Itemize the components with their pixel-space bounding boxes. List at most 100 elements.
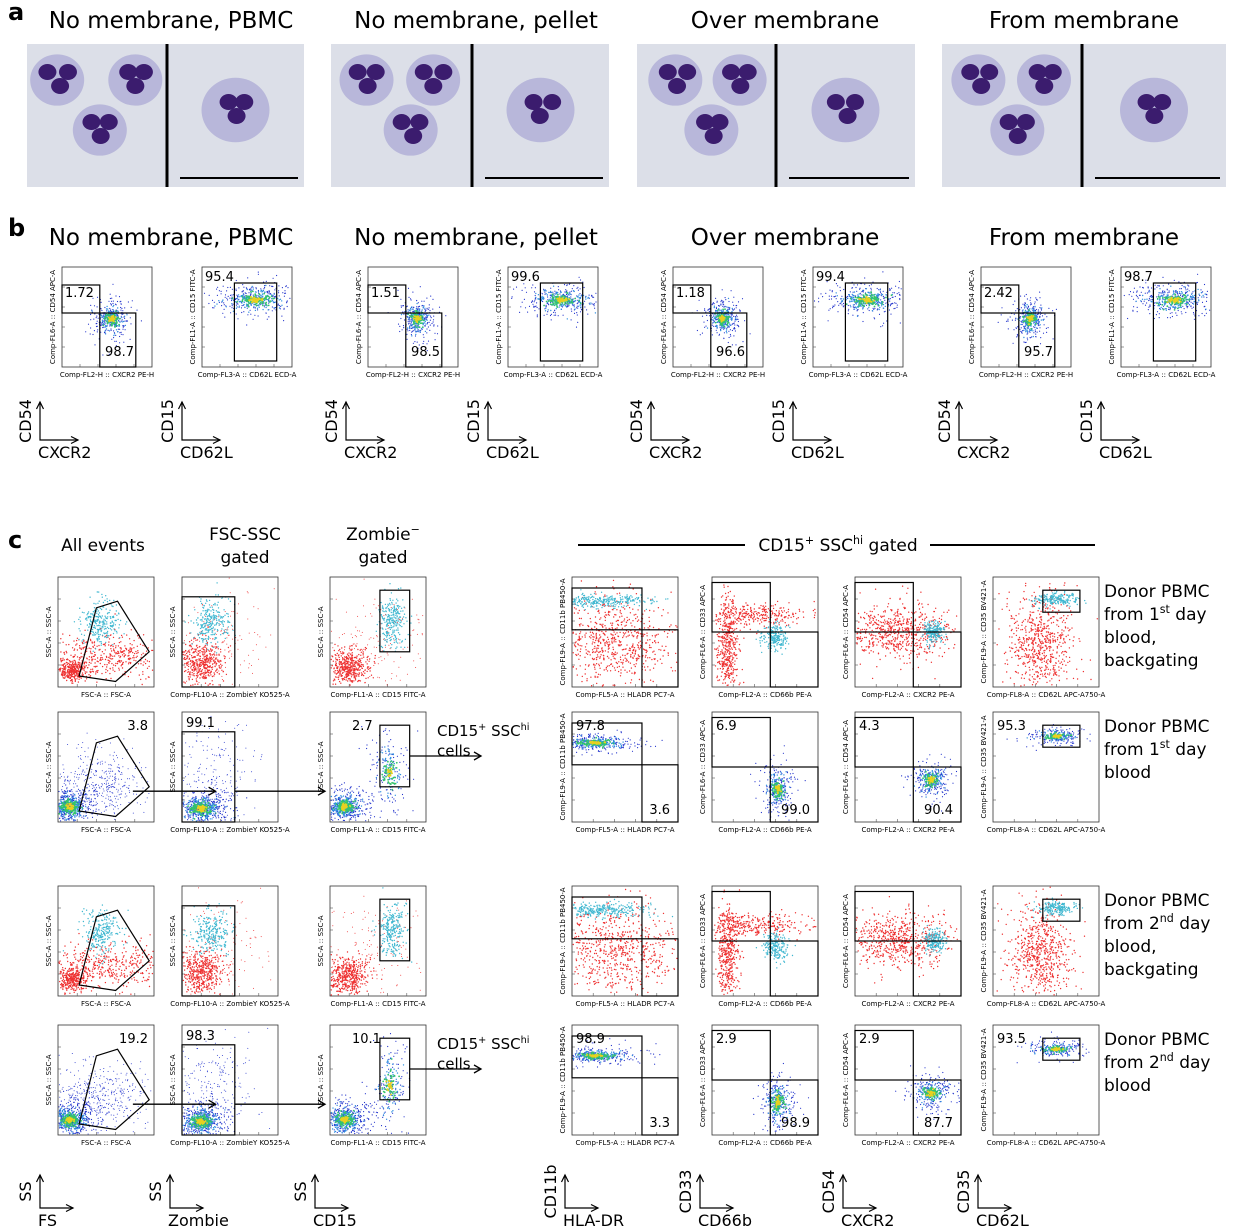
x-axis-name: Comp-FL2-A :: CXCR2 PE-A: [861, 826, 954, 834]
x-axis-name: FSC-A :: FSC-A: [81, 1000, 131, 1008]
gate: [539, 282, 584, 362]
arrow-head: [65, 1203, 75, 1213]
axis-key-y: SS: [146, 1181, 165, 1201]
gate: [61, 284, 101, 314]
y-axis-name: SSC-A :: SSC-A: [169, 1054, 177, 1105]
nucleus-lobe: [235, 94, 254, 110]
axis-key-y: CD15: [158, 399, 177, 443]
event-dots: [1028, 589, 1087, 610]
axis-key-arrow: [650, 402, 689, 441]
x-axis-name: Comp-FL1-A :: CD15 FITC-A: [330, 691, 425, 699]
gate: [711, 1029, 771, 1081]
arrow-head: [35, 400, 45, 410]
event-dots: [996, 582, 1098, 687]
gate: [710, 312, 748, 368]
axis-key-y: CD15: [464, 399, 483, 443]
nucleus-lobe: [1137, 94, 1156, 110]
event-dots: [927, 775, 936, 785]
arrow-head: [823, 435, 833, 445]
plot-area: [992, 711, 1100, 823]
text-segment: backgating: [1104, 960, 1199, 980]
gate-value: 93.5: [997, 1032, 1026, 1047]
y-axis-name: Comp-FL1-A :: CD15 FITC-A: [495, 269, 503, 364]
x-axis-name: Comp-FL2-H :: CXCR2 PE-H: [60, 371, 154, 379]
x-axis-name: Comp-FL10-A :: ZombieY KO525-A: [170, 826, 290, 834]
y-axis-name: SSC-A :: SSC-A: [317, 606, 325, 657]
y-axis-name: Comp-FL6-A :: CD54 APC-A: [355, 270, 363, 364]
gate: [711, 716, 771, 768]
text-segment: All events: [61, 536, 145, 556]
gate-value: 3.8: [127, 719, 148, 734]
event-dots: [387, 767, 393, 778]
axis-key-arrow: [487, 402, 526, 441]
event-dots: [330, 643, 376, 686]
nucleus-lobe: [424, 78, 443, 94]
event-dots: [59, 732, 150, 820]
gate-value: 99.1: [186, 716, 215, 731]
panel-title: Over membrane: [691, 8, 879, 34]
gate-value: 87.7: [924, 1116, 953, 1131]
gate: [672, 284, 712, 314]
nucleus-lobe: [731, 78, 750, 94]
column-header: gated: [220, 548, 269, 568]
nucleus-lobe: [980, 64, 999, 80]
event-dots: [714, 889, 745, 996]
nucleus-lobe: [961, 64, 980, 80]
event-dots: [925, 1088, 936, 1098]
text-segment: SSC: [814, 536, 853, 556]
row-label: Donor PBMC: [1104, 717, 1210, 737]
superscript: nd: [1160, 912, 1174, 925]
panel-title: From membrane: [989, 225, 1179, 251]
x-axis-name: Comp-FL5-A :: HLADR PC7-A: [576, 826, 675, 834]
gate: [641, 938, 679, 997]
arrow-head: [483, 400, 493, 410]
y-axis-name: SSC-A :: SSC-A: [45, 741, 53, 792]
nucleus-lobe: [404, 128, 423, 144]
text-segment: day: [1170, 740, 1207, 760]
y-axis-name: SSC-A :: SSC-A: [45, 915, 53, 966]
axis-key-arrow: [39, 1175, 73, 1209]
gate: [571, 1035, 643, 1079]
axis-key-x: CD15: [313, 1211, 357, 1226]
gate: [379, 589, 411, 653]
axis-key-x: CXCR2: [649, 443, 702, 462]
gate: [78, 735, 150, 818]
gate: [379, 898, 411, 962]
event-dots: [182, 715, 263, 822]
x-axis-name: Comp-FL2-A :: CD66b PE-A: [718, 1139, 812, 1147]
axis-key-x: CD62L: [791, 443, 844, 462]
nucleus-lobe: [1145, 108, 1164, 124]
nucleus-lobe: [219, 94, 238, 110]
row-label: Donor PBMC: [1104, 582, 1210, 602]
axis-key-x: CD62L: [976, 1211, 1029, 1226]
column-header: FSC-SSC: [209, 525, 281, 545]
row-label: from 2nd day: [1104, 1051, 1210, 1073]
x-axis-name: Comp-FL8-A :: CD62L APC-A750-A: [987, 826, 1106, 834]
arrow-head: [340, 1203, 350, 1213]
axis-key-x: CD62L: [1099, 443, 1152, 462]
row-label: from 1st day: [1104, 738, 1207, 760]
nucleus-lobe: [722, 64, 741, 80]
axis-key-arrow: [169, 1175, 203, 1209]
axis-key-x: CD66b: [698, 1211, 752, 1226]
gate: [769, 631, 819, 688]
gate: [912, 940, 962, 997]
gate-value: 2.7: [352, 719, 373, 734]
event-dots: [62, 904, 129, 966]
arrow-head: [838, 1173, 848, 1183]
axis-key-y: CD54: [627, 399, 646, 443]
y-axis-name: Comp-FL6-A :: CD54 APC-A: [842, 894, 850, 988]
axis-key-x: HLA-DR: [563, 1211, 624, 1226]
x-axis-name: Comp-FL1-A :: CD15 FITC-A: [330, 826, 425, 834]
axis-key-y: CD33: [676, 1170, 695, 1214]
event-dots: [183, 577, 275, 685]
nucleus-lobe: [51, 78, 70, 94]
y-axis-name: Comp-FL9-A :: CD35 BV421-A: [980, 1028, 988, 1131]
plot-area: [57, 885, 155, 997]
nucleus-lobe: [1008, 128, 1027, 144]
nucleus-lobe: [119, 64, 138, 80]
text-segment: gated: [358, 548, 407, 568]
gate: [912, 766, 962, 823]
row-label: backgating: [1104, 960, 1199, 980]
text-segment: from 1: [1104, 605, 1160, 625]
